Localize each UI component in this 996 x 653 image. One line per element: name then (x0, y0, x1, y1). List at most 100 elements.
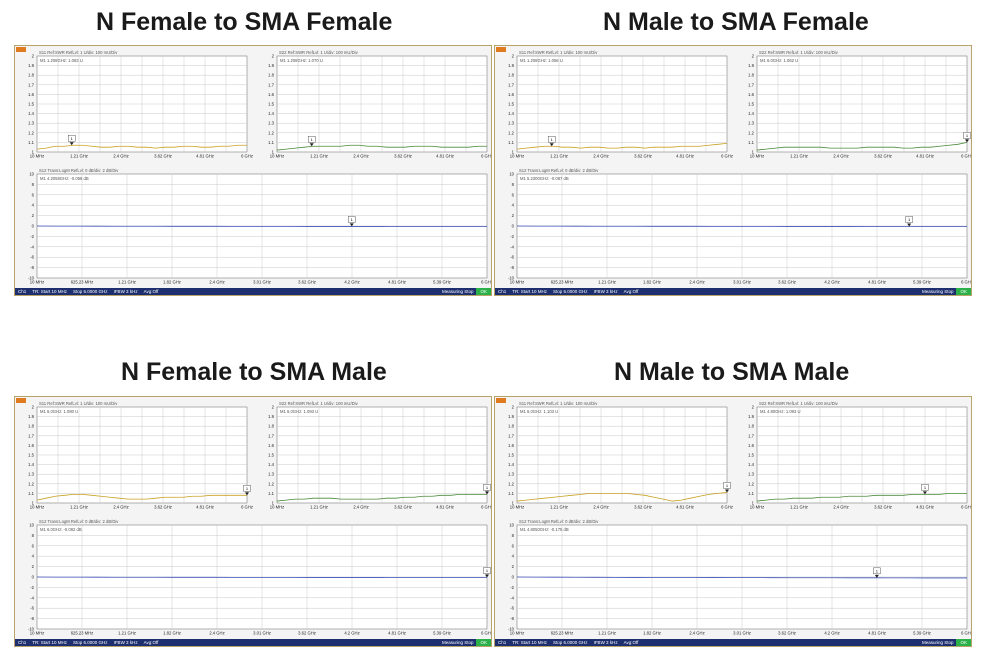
y-tick-label: -4 (510, 244, 514, 249)
x-tick-label: 4.81 GHz (196, 154, 214, 159)
x-tick-label: 5.39 GHz (913, 631, 931, 636)
y-tick-label: 2 (32, 564, 35, 569)
y-tick-label: 1.8 (28, 73, 34, 78)
trace-header: S22 Ref:SWR RefLvl: 1 U/div: 100 mU/Div (279, 401, 359, 406)
y-tick-label: 2 (752, 405, 755, 410)
analyzer-screen: 2 1.9 1.8 1.7 1.6 1.5 1.4 1.3 1.2 1.1 1 10 MHz 1.21 … (494, 45, 972, 296)
marker-triangle (309, 143, 314, 147)
marker-readout: M1 1.208GHz: 1.070 U (280, 58, 323, 63)
marker-flag (348, 216, 356, 223)
x-tick-label: 2.4 GHz (833, 154, 848, 159)
status-ifbw: IFBW 3 kHz (593, 289, 618, 294)
trace-header: S11 Ref:SWR RefLvl: 1 U/div: 100 mU/Div (519, 50, 598, 55)
x-tick-label: 6 GHz (241, 154, 253, 159)
y-tick-label: 6 (512, 192, 515, 197)
x-tick-label: 6 GHz (721, 154, 733, 159)
y-tick-label: -8 (510, 616, 514, 621)
x-tick-label: 6 GHz (241, 505, 253, 510)
y-tick-label: 0 (32, 224, 35, 229)
y-tick-label: 1.7 (268, 82, 274, 87)
x-tick-label: 6 GHz (721, 505, 733, 510)
y-tick-label: 2 (32, 405, 35, 410)
marker-flag (873, 567, 881, 575)
y-tick-label: 1.3 (268, 121, 274, 126)
x-tick-label: 3.62 GHz (874, 154, 892, 159)
x-tick-label: 10 MHz (30, 505, 44, 510)
panel-title-n-male-sma-male: N Male to SMA Male (614, 358, 850, 386)
marker-flag (548, 136, 556, 143)
x-tick-label: 10 MHz (30, 154, 44, 159)
y-tick-label: 4 (32, 203, 35, 208)
panel-title-n-male-sma-female: N Male to SMA Female (603, 8, 869, 36)
x-tick-label: 6 GHz (481, 154, 491, 159)
y-tick-label: 1.4 (28, 462, 34, 467)
y-tick-label: -2 (30, 234, 34, 239)
x-tick-label: 4.81 GHz (388, 280, 406, 285)
marker-number: 1 (71, 136, 74, 141)
marker-triangle (485, 574, 489, 578)
status-bar: Ch1 TR: Start 10 MHz Stop 6.0000 GHz IFB… (15, 639, 491, 646)
x-tick-label: 4.81 GHz (436, 505, 454, 510)
status-bar: Ch1 TR: Start 10 MHz Stop 6.0000 GHz IFB… (495, 639, 971, 646)
y-tick-label: -8 (510, 265, 514, 270)
y-tick-label: -10 (508, 627, 515, 632)
status-measuring: Measuring Stop (441, 640, 474, 645)
x-tick-label: 3.62 GHz (634, 154, 652, 159)
marker-number: 1 (311, 137, 314, 142)
marker-number: 1 (351, 217, 354, 222)
y-tick-label: 1.1 (508, 491, 514, 496)
y-tick-label: 0 (512, 575, 515, 580)
x-tick-label: 2.4 GHz (113, 154, 128, 159)
status-ok: OK (956, 288, 971, 295)
y-tick-label: 4 (32, 554, 35, 559)
y-tick-label: 1.9 (508, 414, 514, 419)
y-tick-label: 1.5 (268, 102, 274, 107)
trace-header: S22 Ref:SWR RefLvl: 1 U/div: 100 mU/Div (279, 50, 359, 55)
marker-triangle (245, 492, 249, 496)
x-tick-label: 3.62 GHz (298, 631, 316, 636)
trace-line (516, 492, 728, 502)
y-tick-label: -10 (508, 276, 515, 281)
x-tick-label: 1.21 GHz (310, 154, 328, 159)
x-tick-label: 1.21 GHz (550, 154, 568, 159)
y-tick-label: 8 (32, 182, 35, 187)
y-tick-label: 6 (32, 543, 35, 548)
x-tick-label: 10 MHz (30, 631, 44, 636)
marker-number: 1 (486, 485, 489, 490)
channel-indicator (16, 47, 26, 52)
y-tick-label: -10 (28, 627, 35, 632)
x-tick-label: 1.21 GHz (790, 154, 808, 159)
y-tick-label: 10 (509, 523, 514, 528)
x-tick-label: 10 MHz (270, 505, 284, 510)
trace-header: S11 Ref:SWR RefLvl: 1 U/div: 100 mU/Div (519, 401, 598, 406)
trace-header: S11 Ref:SWR RefLvl: 1 U/div: 100 mU/Div (39, 401, 118, 406)
y-tick-label: -10 (28, 276, 35, 281)
y-tick-label: 1.3 (28, 472, 34, 477)
y-tick-label: 0 (32, 575, 35, 580)
marker-readout: M1 6.0GHz: 1.080 U (40, 409, 78, 414)
x-tick-label: 2.4 GHz (113, 505, 128, 510)
y-tick-label: 1.8 (268, 424, 274, 429)
analyzer-screen: 2 1.9 1.8 1.7 1.6 1.5 1.4 1.3 1.2 1.1 1 10 MHz 1.21 … (494, 396, 972, 647)
analyzer-screen: 2 1.9 1.8 1.7 1.6 1.5 1.4 1.3 1.2 1.1 1 10 MHz 1.21 … (14, 396, 492, 647)
y-tick-label: 4 (512, 203, 515, 208)
x-tick-label: 2.4 GHz (689, 280, 704, 285)
x-tick-label: 4.81 GHz (916, 154, 934, 159)
marker-number: 1 (924, 485, 927, 490)
channel-indicator (496, 47, 506, 52)
y-tick-label: 0 (512, 224, 515, 229)
x-tick-label: 1.21 GHz (550, 505, 568, 510)
y-tick-label: 1.9 (28, 63, 34, 68)
x-tick-label: 4.2 GHz (824, 280, 839, 285)
y-tick-label: 1.4 (748, 111, 754, 116)
y-tick-label: 1.5 (28, 453, 34, 458)
y-tick-label: 10 (29, 523, 34, 528)
y-tick-label: 1.7 (28, 82, 34, 87)
y-tick-label: 1.1 (28, 140, 34, 145)
trace-header: S12 Trans:LogM RefLvl: 0 dB/div: 2 dB/Di… (519, 519, 599, 524)
y-tick-label: -4 (510, 595, 514, 600)
y-tick-label: 1.2 (508, 130, 514, 135)
y-tick-label: -6 (510, 255, 514, 260)
